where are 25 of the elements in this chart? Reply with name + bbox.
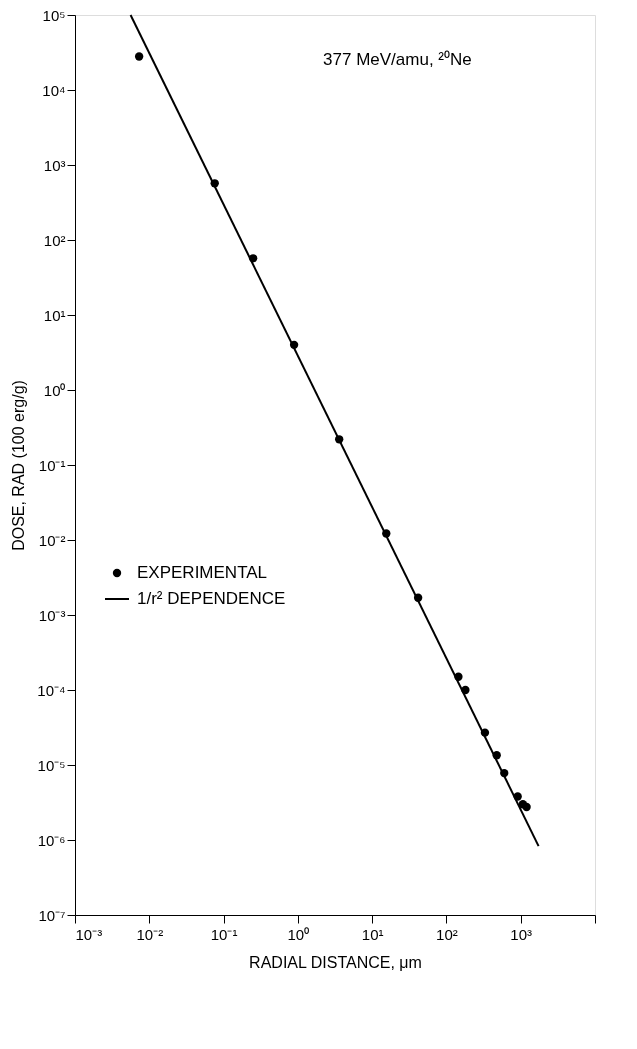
legend-label: 1/r² DEPENDENCE [137,589,286,608]
y-tick-label: 10³ [43,156,66,174]
y-axis-title: DOSE, RAD (100 erg/g) [10,380,28,551]
x-tick-label: 10⁰ [287,925,310,943]
y-tick-label: 10¹ [43,306,66,324]
legend-label: EXPERIMENTAL [137,563,268,582]
x-tick-label: 10¹ [361,925,384,943]
x-tick-label: 10³ [510,925,533,943]
y-tick-label: 10⁻² [38,531,66,549]
y-tick-label: 10² [43,231,66,249]
annotation: 377 MeV/amu, ²⁰Ne [323,50,472,69]
x-tick-label: 10⁻² [136,925,164,943]
x-tick-label: 10⁻³ [75,925,103,943]
y-tick-label: 10⁻⁶ [37,831,66,849]
y-tick-label: 10⁴ [42,81,66,99]
x-axis-title: RADIAL DISTANCE, μm [249,953,422,971]
y-tick-label: 10⁻⁴ [37,681,66,699]
y-tick-label: 10⁻⁷ [38,906,66,924]
y-tick-label: 10⁵ [42,6,66,24]
x-tick-label: 10⁻¹ [210,925,238,943]
y-tick-label: 10⁻⁵ [37,756,66,774]
y-tick-label: 10⁻¹ [38,456,66,474]
x-tick-label: 10² [436,925,458,943]
y-tick-label: 10⁻³ [38,606,66,624]
y-tick-label: 10⁰ [43,381,66,399]
